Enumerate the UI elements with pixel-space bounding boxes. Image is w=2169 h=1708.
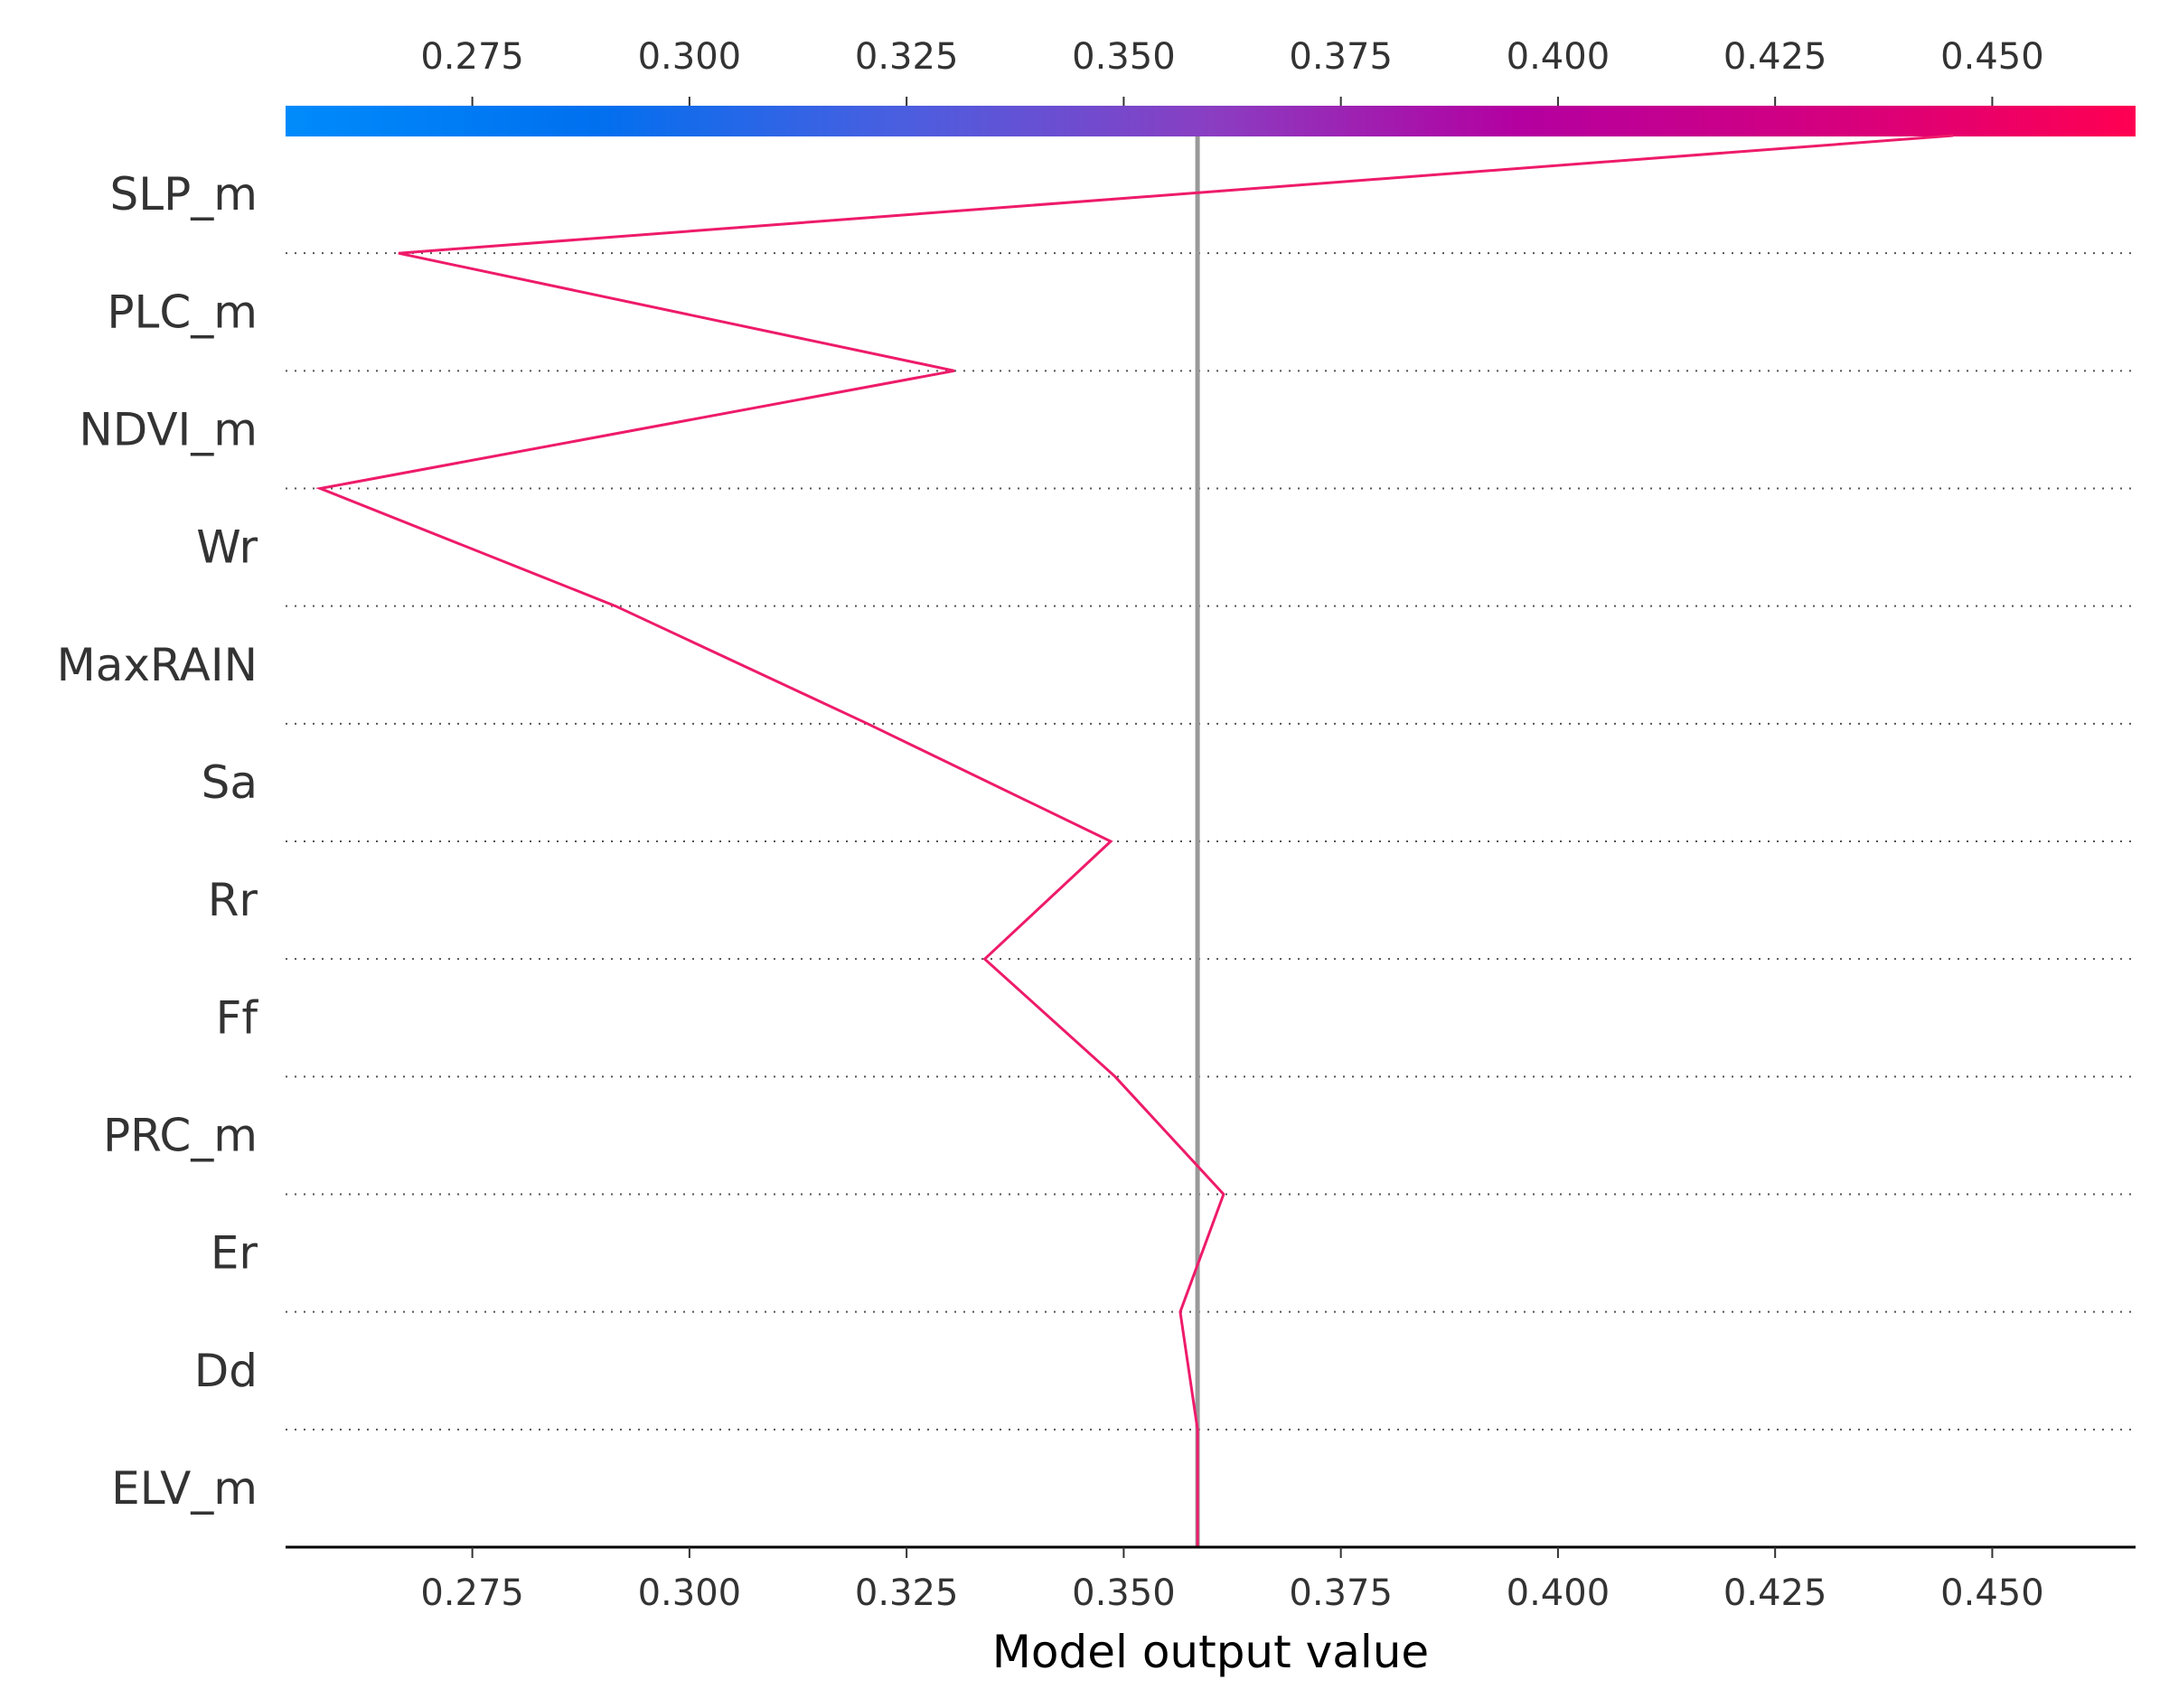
colorbar-tick-label: 0.275 [420,36,524,78]
feature-label: NDVI_m [79,403,258,455]
grid-lines [286,252,2136,1431]
x-tick-label: 0.450 [1940,1572,2044,1614]
colorbar-tick-label: 0.450 [1940,36,2044,78]
x-tick-label: 0.350 [1072,1572,1176,1614]
feature-label: PLC_m [107,286,258,338]
x-tick-label: 0.325 [855,1572,959,1614]
colorbar-tick-label: 0.350 [1072,36,1176,78]
colorbar-tick-label: 0.425 [1723,36,1827,78]
decision-path-line [315,134,1954,1547]
feature-label: MaxRAIN [57,639,258,691]
feature-label: Rr [208,874,258,926]
x-tick-label: 0.300 [638,1572,742,1614]
x-axis-ticks: 0.275 0.300 0.325 0.350 0.375 0.400 0.425 0.450 [420,1547,2044,1614]
x-tick-label: 0.425 [1723,1572,1827,1614]
colorbar-tick-label: 0.300 [638,36,742,78]
feature-label: Sa [202,756,258,809]
feature-label: ELV_m [111,1462,258,1515]
colorbar-tick-label: 0.325 [855,36,959,78]
colorbar-tick-label: 0.375 [1289,36,1393,78]
feature-label: PRC_m [103,1109,258,1161]
feature-label: Wr [196,521,258,574]
feature-label: SLP_m [110,168,258,221]
x-tick-label: 0.375 [1289,1572,1393,1614]
x-axis-label: Model output value [992,1626,1429,1678]
feature-label: Dd [194,1345,258,1397]
feature-label: Ff [216,991,259,1044]
colorbar [286,106,2136,136]
colorbar-ticks: 0.275 0.300 0.325 0.350 0.375 0.400 0.425 0.450 [420,36,2044,106]
feature-labels: SLP_m PLC_m NDVI_m Wr MaxRAIN Sa Rr Ff PRC_m Er Dd… [57,168,259,1515]
x-tick-label: 0.275 [420,1572,524,1614]
x-tick-label: 0.400 [1507,1572,1610,1614]
colorbar-tick-label: 0.400 [1507,36,1610,78]
feature-label: Er [211,1227,258,1280]
